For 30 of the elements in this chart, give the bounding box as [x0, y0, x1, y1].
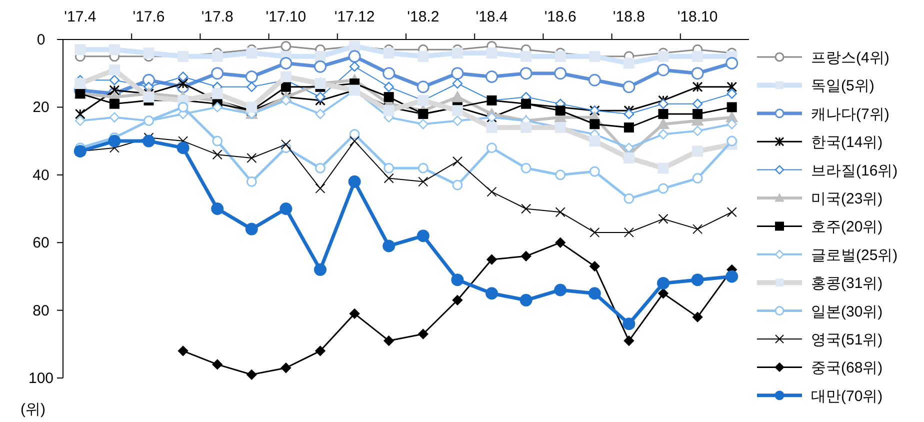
legend-label: 글로벌(25위) [811, 246, 898, 264]
y-axis-title: (위) [20, 401, 46, 418]
x-tick-label: '18.4 [476, 8, 508, 26]
legend-label: 한국(14위) [811, 134, 883, 152]
legend-label: 대만(70위) [811, 388, 883, 405]
y-tick-label: 80 [32, 302, 50, 320]
legend-label: 일본(30위) [811, 303, 883, 320]
legend-label: 중국(68위) [811, 360, 883, 377]
y-tick-label: 100 [28, 370, 54, 387]
y-tick-label: 40 [32, 166, 50, 184]
y-tick-label: 60 [32, 234, 50, 252]
y-tick-label: 20 [32, 99, 50, 116]
legend-label: 독일(5위) [811, 78, 874, 95]
x-tick-label: '17.10 [266, 8, 306, 26]
x-tick-label: '18.8 [612, 8, 645, 26]
x-tick-label: '17.8 [201, 8, 234, 26]
legend-label: 캐나다(7위) [811, 106, 890, 123]
x-tick-label: '17.12 [334, 8, 375, 26]
legend-label: 브라질(16위) [811, 162, 898, 180]
x-tick-label: '18.6 [544, 8, 576, 26]
x-tick-label: '17.6 [132, 8, 165, 26]
x-tick-label: '18.10 [677, 8, 718, 26]
x-tick-label: '17.4 [64, 8, 96, 26]
legend-label: 프랑스(4위) [811, 50, 890, 66]
legend-label: 영국(51위) [811, 332, 883, 348]
y-tick-label: 0 [36, 32, 46, 48]
x-tick-label: '18.2 [407, 8, 440, 26]
legend-label: 미국(23위) [811, 190, 883, 208]
legend-label: 호주(20위) [811, 218, 883, 236]
legend-label: 홍콩(31위) [811, 275, 883, 292]
